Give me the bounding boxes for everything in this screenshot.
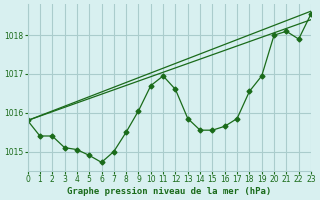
X-axis label: Graphe pression niveau de la mer (hPa): Graphe pression niveau de la mer (hPa) (67, 187, 271, 196)
